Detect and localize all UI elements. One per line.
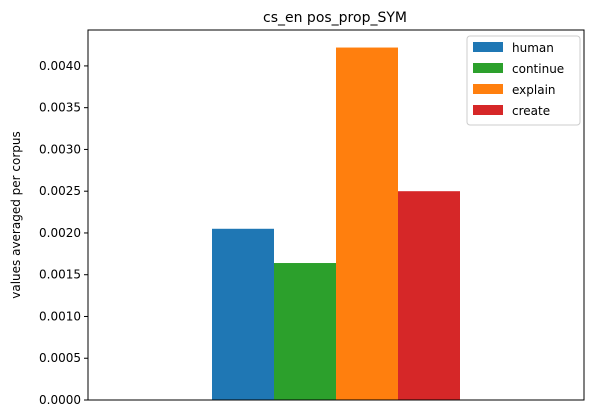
- y-tick-label: 0.0005: [39, 351, 81, 365]
- legend: human continue explain create: [466, 35, 581, 126]
- y-tick-label: 0.0015: [39, 268, 81, 282]
- legend-label-continue: continue: [512, 62, 564, 76]
- legend-box: [466, 35, 581, 126]
- y-tick-label: 0.0035: [39, 101, 81, 115]
- legend-label-human: human: [512, 41, 554, 55]
- legend-swatch-explain: [473, 84, 503, 94]
- y-tick-label: 0.0020: [39, 226, 81, 240]
- y-tick-label: 0.0000: [39, 393, 81, 407]
- y-tick-label: 0.0010: [39, 309, 81, 323]
- legend-label-create: create: [512, 104, 550, 118]
- bar-explain: [336, 47, 398, 401]
- y-axis: 0.0000 0.0005 0.0010 0.0015 0.0020 0.0025 0.00…: [39, 59, 88, 407]
- chart-title: cs_en pos_prop_SYM: [263, 10, 407, 26]
- legend-swatch-human: [473, 42, 503, 52]
- y-axis-label: values averaged per corpus: [9, 131, 23, 299]
- bars-group: [212, 47, 460, 401]
- bar-human: [212, 228, 274, 400]
- legend-swatch-create: [473, 105, 503, 115]
- plot-frame: [87, 29, 585, 401]
- y-tick-label: 0.0040: [39, 59, 81, 73]
- legend-swatch-continue: [473, 63, 503, 73]
- y-tick-label: 0.0025: [39, 184, 81, 198]
- legend-label-explain: explain: [512, 83, 556, 97]
- y-tick-label: 0.0030: [39, 142, 81, 156]
- bar-create: [398, 191, 460, 400]
- bar-continue: [274, 263, 336, 400]
